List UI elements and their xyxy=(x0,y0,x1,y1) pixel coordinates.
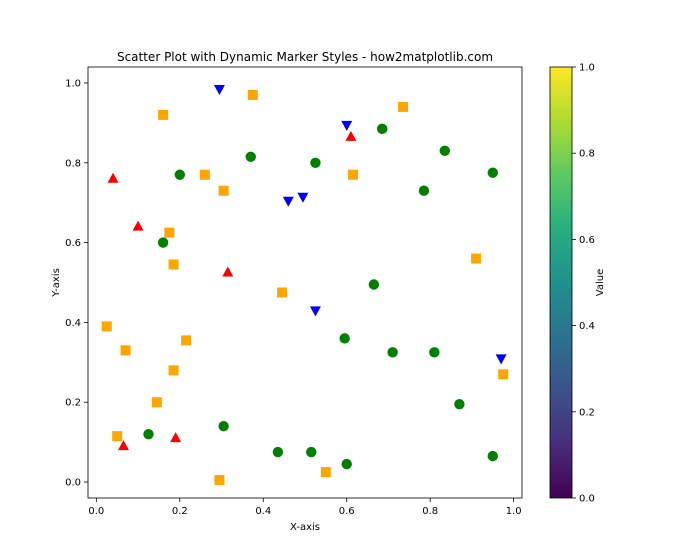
x-axis-ticks: 0.0 0.2 0.4 0.6 0.8 1.0 xyxy=(88,498,522,517)
triangle-down-marker xyxy=(309,306,321,317)
colorbar-tick-label: 1.0 xyxy=(579,63,595,74)
square-marker xyxy=(120,345,131,356)
circle-marker xyxy=(143,428,154,440)
triangle-up-marker xyxy=(222,266,234,277)
x-axis-label: X-axis xyxy=(290,522,320,533)
x-tick-label: 0.8 xyxy=(422,506,438,517)
square-marker xyxy=(168,259,179,270)
y-tick-label: 0.6 xyxy=(65,238,81,249)
y-tick-label: 1.0 xyxy=(65,78,81,89)
triangle-down-marker xyxy=(297,192,309,203)
triangle-down-marker xyxy=(495,354,507,365)
square-marker xyxy=(151,397,162,408)
square-marker xyxy=(247,89,258,100)
colorbar-ticks: 0.0 0.2 0.4 0.6 0.8 1.0 xyxy=(572,63,595,505)
square-marker xyxy=(112,431,123,442)
plot-area xyxy=(88,67,522,498)
square-marker xyxy=(168,365,179,376)
circle-marker xyxy=(218,420,229,432)
circle-marker xyxy=(377,123,388,135)
square-marker xyxy=(277,287,288,298)
colorbar-tick-label: 0.2 xyxy=(579,407,595,418)
circle-marker xyxy=(439,145,450,157)
y-tick-label: 0.4 xyxy=(65,318,81,329)
triangle-up-marker xyxy=(345,130,357,141)
circle-marker xyxy=(174,169,186,180)
colorbar xyxy=(550,67,572,498)
circle-marker xyxy=(387,347,398,358)
x-tick-label: 0.2 xyxy=(172,506,188,517)
chart-title: Scatter Plot with Dynamic Marker Styles … xyxy=(117,50,493,64)
square-marker xyxy=(164,227,175,238)
triangle-up-marker xyxy=(117,440,129,451)
y-tick-label: 0.8 xyxy=(65,158,81,169)
x-tick-label: 0.4 xyxy=(255,506,271,517)
circle-marker xyxy=(310,157,321,168)
colorbar-frame xyxy=(549,66,573,499)
circle-marker xyxy=(454,399,465,410)
square-marker xyxy=(158,109,169,120)
plot-frame xyxy=(87,66,523,499)
colorbar-tick-label: 0.4 xyxy=(579,321,595,332)
square-marker xyxy=(498,369,509,380)
triangle-down-marker xyxy=(282,196,294,207)
circle-marker xyxy=(368,279,380,290)
square-marker xyxy=(199,169,210,180)
circle-marker xyxy=(272,446,284,458)
square-marker xyxy=(181,335,192,346)
square-marker xyxy=(471,253,482,264)
square-marker xyxy=(347,169,358,180)
circle-marker xyxy=(306,446,317,458)
y-tick-label: 0.0 xyxy=(65,478,81,489)
square-marker xyxy=(214,475,225,486)
triangle-up-marker xyxy=(132,220,144,231)
circle-marker xyxy=(429,347,440,358)
y-axis-ticks: 0.0 0.2 0.4 0.6 0.8 1.0 xyxy=(65,78,88,489)
triangle-up-marker xyxy=(170,432,182,443)
colorbar-tick-label: 0.8 xyxy=(579,149,595,160)
circle-marker xyxy=(339,333,350,344)
colorbar-tick-label: 0.6 xyxy=(579,235,595,246)
square-marker xyxy=(398,101,409,112)
triangle-down-marker xyxy=(213,84,225,95)
x-tick-label: 1.0 xyxy=(506,506,522,517)
y-tick-label: 0.2 xyxy=(65,398,81,409)
square-marker xyxy=(101,321,112,332)
circle-marker xyxy=(418,185,430,196)
triangle-up-marker xyxy=(107,172,119,183)
circle-marker xyxy=(487,167,498,178)
colorbar-tick-label: 0.0 xyxy=(579,494,595,505)
x-tick-label: 0.0 xyxy=(88,506,104,517)
y-axis-label: Y-axis xyxy=(51,268,62,298)
triangle-down-marker xyxy=(341,120,353,131)
circle-marker xyxy=(245,151,256,162)
colorbar-label: Value xyxy=(595,269,606,296)
data-markers xyxy=(101,84,509,486)
square-marker xyxy=(218,185,229,196)
x-tick-label: 0.6 xyxy=(339,506,355,517)
circle-marker xyxy=(341,458,352,470)
circle-marker xyxy=(487,450,498,462)
circle-marker xyxy=(157,237,169,248)
square-marker xyxy=(320,467,331,478)
